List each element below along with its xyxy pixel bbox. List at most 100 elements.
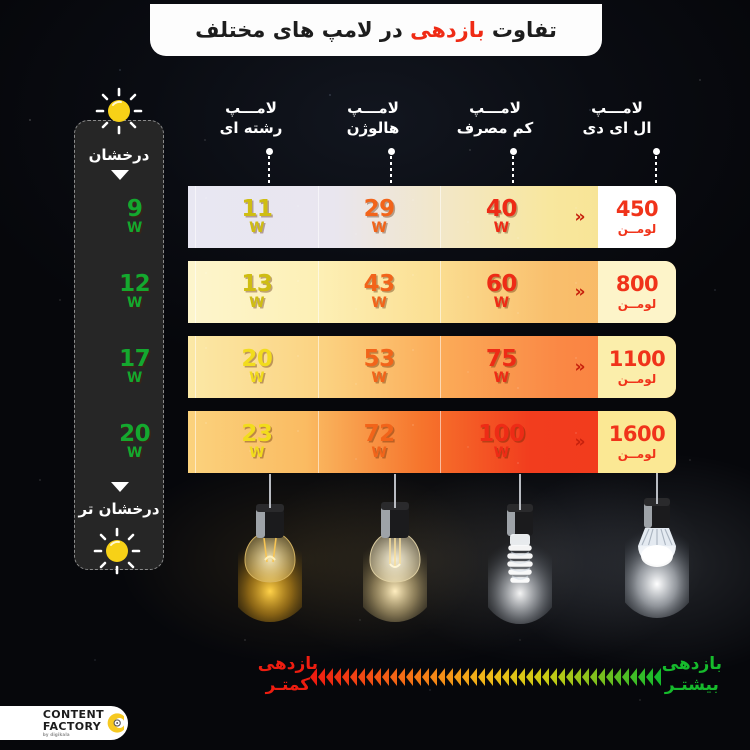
watt-value: 20 xyxy=(119,420,151,447)
chevron-arrow-icon xyxy=(326,668,333,686)
watt-value: 60 xyxy=(485,270,518,297)
lumen-value: 1600 xyxy=(608,421,666,446)
chevron-arrow-icon xyxy=(502,668,509,686)
chevron-arrow-icon xyxy=(646,668,653,686)
column-header-incandescent: لامـــپ رشته ای xyxy=(192,98,310,139)
brightness-top-label: درخشان xyxy=(88,146,150,164)
efficiency-gradient-arrow xyxy=(310,666,661,688)
chevron-arrow-icon xyxy=(374,668,381,686)
row-chevron-icon: « xyxy=(574,282,586,302)
connector-line-led xyxy=(652,148,660,190)
cell-cfl: 13 W xyxy=(195,261,317,323)
lumen-value: 450 xyxy=(615,196,659,221)
watt-unit: W xyxy=(249,445,265,462)
watt-unit: W xyxy=(249,295,265,312)
column-header-line2: کم مصرف xyxy=(456,119,534,138)
column-header-halogen: لامـــپ هالوژن xyxy=(314,98,432,139)
table-row: 1600 لومــن « 100 W 72 W 23 W 20 W xyxy=(74,411,676,473)
watt-unit: W xyxy=(371,370,387,387)
chevron-arrow-icon xyxy=(614,668,621,686)
watt-value: 12 xyxy=(119,270,151,297)
chevron-arrow-icon xyxy=(598,668,605,686)
watt-value: 43 xyxy=(363,270,396,297)
halogen-bulb xyxy=(351,474,439,624)
connector-dot-icon xyxy=(509,148,517,155)
cell-led: 9 W xyxy=(74,186,195,248)
column-header-line2: هالوژن xyxy=(346,119,400,138)
content-factory-c-icon xyxy=(107,713,124,733)
connector-dashes xyxy=(268,156,270,190)
watt-unit: W xyxy=(493,295,510,312)
chevron-arrow-icon xyxy=(574,668,581,686)
watt-unit: W xyxy=(371,295,387,312)
lumen-unit: لومــن xyxy=(617,371,657,386)
cell-incandescent: 60 W xyxy=(439,261,562,323)
cell-cfl: 11 W xyxy=(195,186,317,248)
watt-unit: W xyxy=(371,220,387,237)
chevron-arrow-icon xyxy=(390,668,397,686)
bulb-cord xyxy=(656,470,658,504)
sun-glow-icon xyxy=(90,524,144,578)
chevron-arrow-icon xyxy=(446,668,453,686)
column-header-line1: لامـــپ xyxy=(225,99,277,117)
legend-more-line2: بیشتـر xyxy=(664,674,719,695)
chevron-arrow-icon xyxy=(486,668,493,686)
cell-led: 12 W xyxy=(74,261,195,323)
title-banner: تفاوت بازدهی در لامپ های مختلف xyxy=(150,4,602,56)
bulb-cord xyxy=(269,474,271,508)
chevron-arrow-icon xyxy=(558,668,565,686)
watt-unit: W xyxy=(126,295,143,312)
watt-value: 23 xyxy=(241,420,273,447)
watt-value: 17 xyxy=(119,345,151,372)
sun-icon xyxy=(95,87,143,135)
connector-line-incandescent xyxy=(265,148,273,190)
incandescent-bulb xyxy=(226,474,314,624)
chevron-arrow-icon xyxy=(526,668,533,686)
chevron-arrow-icon xyxy=(438,668,445,686)
watt-value: 75 xyxy=(485,345,518,372)
watt-value: 20 xyxy=(241,345,273,372)
cell-halogen: 53 W xyxy=(317,336,440,398)
logo-line2: FACTORY xyxy=(42,719,102,733)
bulb-cord xyxy=(519,474,521,510)
watt-value: 9 xyxy=(126,195,143,222)
lumen-cell: 1100 لومــن xyxy=(598,336,676,398)
connector-dashes xyxy=(390,156,392,190)
cell-halogen: 43 W xyxy=(317,261,440,323)
title-after: در لامپ های مختلف xyxy=(195,17,411,42)
logo-subtitle: by digikala xyxy=(42,731,70,737)
brightness-bottom-label: درخشان تر xyxy=(78,500,160,518)
page-title: تفاوت بازدهی در لامپ های مختلف xyxy=(181,15,571,45)
chevron-arrow-icon xyxy=(358,668,365,686)
connector-line-cfl xyxy=(509,148,517,190)
watt-unit: W xyxy=(493,370,510,387)
column-header-line1: لامـــپ xyxy=(347,99,399,117)
cell-led: 20 W xyxy=(74,411,195,473)
chevron-arrow-icon xyxy=(422,668,429,686)
connector-line-halogen xyxy=(387,148,395,190)
watt-unit: W xyxy=(126,370,143,387)
lumen-unit: لومــن xyxy=(617,221,657,236)
chevron-arrow-icon xyxy=(590,668,597,686)
chevron-arrow-icon xyxy=(342,668,349,686)
legend-more-efficiency: بازدهی بیشتـر xyxy=(662,654,722,697)
chevron-arrow-icon xyxy=(606,668,613,686)
chevron-arrow-icon xyxy=(462,668,469,686)
chevron-arrow-icon xyxy=(478,668,485,686)
lumen-cell: 450 لومــن xyxy=(598,186,676,248)
cell-incandescent: 40 W xyxy=(439,186,562,248)
column-header-line2: رشته ای xyxy=(219,119,283,138)
logo[interactable]: CONTENT FACTORY by digikala xyxy=(0,706,128,740)
connector-dashes xyxy=(512,156,514,190)
chevron-arrow-icon xyxy=(318,668,325,686)
cell-halogen: 29 W xyxy=(317,186,440,248)
watt-unit: W xyxy=(371,445,387,462)
table-row: 450 لومــن « 40 W 29 W 11 W 9 W xyxy=(74,186,676,248)
bulb-cord xyxy=(394,474,396,508)
cell-cfl: 20 W xyxy=(195,336,317,398)
chevron-arrow-icon xyxy=(382,668,389,686)
chevron-arrow-icon xyxy=(414,668,421,686)
lumen-cell: 800 لومــن xyxy=(598,261,676,323)
column-header-line1: لامـــپ xyxy=(469,99,521,117)
